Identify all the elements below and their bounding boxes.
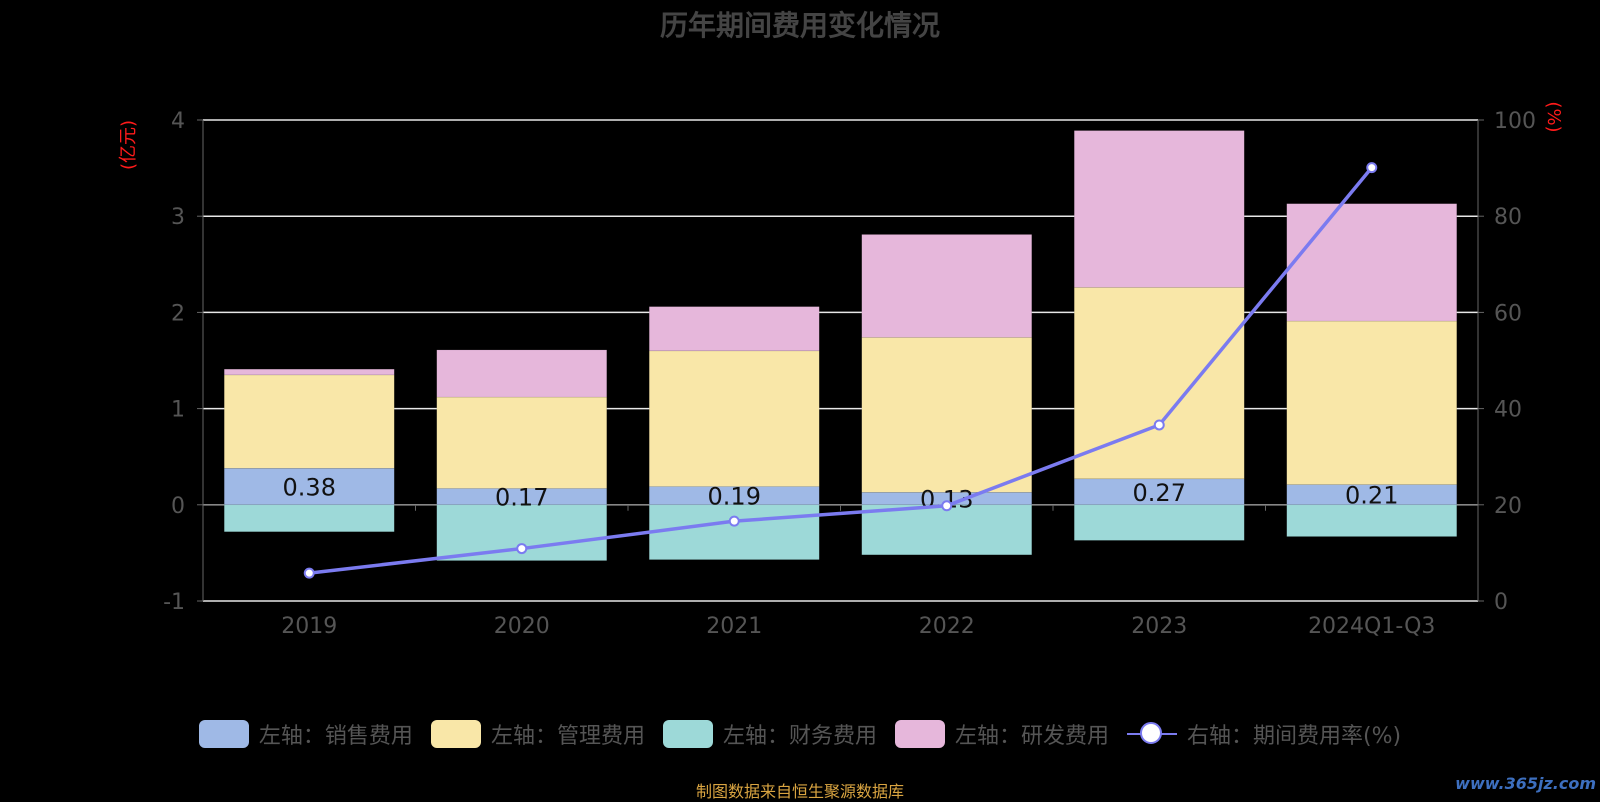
y-left-tick-label: 3 [171,205,185,230]
bar-finance [1074,504,1245,541]
watermark-text: www.365jz.com [1455,774,1596,793]
y-left-tick-label: -1 [163,590,185,615]
legend-swatch-rd [894,720,945,748]
data-label-sales: 0.21 [1345,482,1398,510]
y-right-tick-label: 40 [1494,398,1522,423]
y-left-tick-label: 2 [171,301,185,326]
point-rate [303,567,315,579]
data-label-sales: 0.17 [495,484,548,512]
legend-label-rate: 右轴：期间费用率(%) [1186,724,1402,749]
legend-item-finance[interactable]: 左轴：财务费用 [662,718,877,750]
bar-rd [1074,130,1245,288]
y-right-tick-label: 100 [1494,109,1536,134]
bar-admin [1074,287,1245,480]
y-right-tick-label: 20 [1494,494,1522,519]
line-rate [309,166,1374,575]
bar-admin [224,374,395,469]
legend-swatch-finance [662,720,713,748]
x-tick-label: 2023 [1131,614,1187,639]
x-tick-label: 2019 [281,614,337,639]
bar-sales [224,467,395,506]
legend-swatch-rate [1126,720,1177,748]
x-tick-label: 2022 [919,614,975,639]
legend-item-sales[interactable]: 左轴：销售费用 [198,718,413,750]
point-rate [516,543,528,555]
y-right-tick-label: 0 [1494,590,1508,615]
legend-label-rd: 左轴：研发费用 [954,724,1109,749]
point-rate [1366,162,1378,174]
y-left-tick-label: 1 [171,398,185,423]
data-label-sales: 0.38 [283,474,336,502]
bar-finance [1286,504,1457,537]
bar-finance [224,504,395,532]
chart-title: 历年期间费用变化情况 [659,9,940,42]
x-tick-label: 2024Q1-Q3 [1308,614,1435,639]
legend-label-sales: 左轴：销售费用 [258,724,413,749]
bar-rd [436,349,607,398]
legend-label-finance: 左轴：财务费用 [722,724,877,749]
y-right-axis-label: (%) [1543,101,1564,132]
bar-admin [649,350,820,487]
data-label-sales: 0.19 [708,483,761,511]
bar-finance [649,504,820,560]
chart-legend: 左轴：销售费用 左轴：管理费用 左轴：财务费用 左轴：研发费用 右轴：期间费用率… [0,718,1600,750]
bar-admin [436,396,607,489]
y-right-tick-label: 60 [1494,301,1522,326]
legend-swatch-sales [198,720,249,748]
bar-sales [1074,478,1245,506]
point-rate [941,500,953,512]
bar-rd [1286,203,1457,322]
bar-finance [861,504,1032,556]
legend-label-admin: 左轴：管理费用 [490,724,645,749]
x-tick-label: 2021 [706,614,762,639]
y-left-axis-label: (亿元) [118,120,139,170]
point-rate [1153,419,1165,431]
data-source-note: 制图数据来自恒生聚源数据库 [695,782,904,801]
point-rate [728,515,740,527]
bar-rd [224,368,395,376]
y-right-tick-label: 80 [1494,205,1522,230]
x-tick-label: 2020 [494,614,550,639]
data-label-sales: 0.27 [1133,479,1186,507]
bar-rd [861,234,1032,338]
bar-rd [649,306,820,352]
y-left-tick-label: 0 [171,494,185,519]
legend-item-rd[interactable]: 左轴：研发费用 [894,718,1109,750]
legend-item-admin[interactable]: 左轴：管理费用 [430,718,645,750]
legend-swatch-admin [430,720,481,748]
legend-item-rate[interactable]: 右轴：期间费用率(%) [1126,718,1402,750]
bar-admin [1286,320,1457,485]
y-left-tick-label: 4 [171,109,185,134]
bar-admin [861,337,1032,493]
